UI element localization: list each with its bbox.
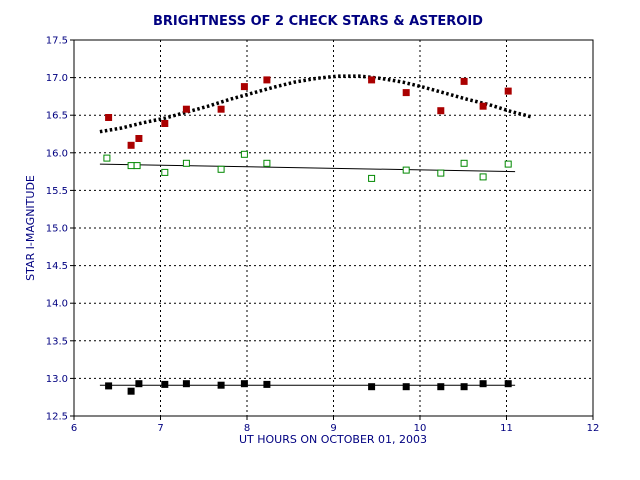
fit-lines xyxy=(99,74,532,386)
series-2-point xyxy=(182,159,190,167)
grid xyxy=(74,40,593,416)
series-2-point xyxy=(263,159,271,167)
x-tick-label: 7 xyxy=(157,423,163,434)
series-1-point xyxy=(437,107,445,115)
series-1-point xyxy=(217,105,225,113)
y-tick-label: 13.5 xyxy=(46,336,68,347)
series-3-point xyxy=(182,380,190,388)
x-tick-label: 8 xyxy=(244,423,250,434)
series-2-point xyxy=(504,160,512,168)
series-3-point xyxy=(105,382,113,390)
series-1-point xyxy=(135,135,143,142)
y-tick-label: 16.0 xyxy=(46,148,68,159)
x-tick-label: 6 xyxy=(71,423,77,434)
series-1-point xyxy=(127,141,135,149)
series-3-point xyxy=(504,380,512,388)
y-tick-label: 12.5 xyxy=(46,412,68,423)
series-1-point xyxy=(402,89,410,97)
fit-line-2 xyxy=(99,163,516,173)
y-tick-label: 15.0 xyxy=(46,224,68,235)
y-tick-label: 17.5 xyxy=(46,36,68,47)
series-1-point xyxy=(182,105,190,113)
series-3-point xyxy=(135,380,143,388)
y-tick-label: 16.5 xyxy=(46,111,68,122)
series-2-point xyxy=(240,150,248,158)
series-2-point xyxy=(217,165,225,173)
series-3-point xyxy=(217,381,225,389)
series-3-point xyxy=(368,383,376,391)
series-3-point xyxy=(460,383,468,391)
series-3-point xyxy=(402,383,410,391)
chart-title: BRIGHTNESS OF 2 CHECK STARS & ASTEROID xyxy=(153,14,483,29)
x-tick-label: 9 xyxy=(330,423,336,434)
series-3-point xyxy=(437,383,445,391)
y-tick-label: 17.0 xyxy=(46,73,68,84)
y-tick-label: 14.5 xyxy=(46,261,68,272)
series-1-point xyxy=(105,114,113,121)
series-2-point xyxy=(127,162,135,170)
series-2-point xyxy=(460,159,468,167)
x-axis-label: UT HOURS ON OCTOBER 01, 2003 xyxy=(239,433,427,446)
series-2-point xyxy=(133,162,141,170)
series-3-point xyxy=(161,380,169,388)
y-axis-ticks: 12.5 13.0 13.5 14.0 14.5 15.0 15.5 16.0 16.5 17.0… xyxy=(46,36,74,423)
series-1-point xyxy=(161,120,169,127)
series-1-point xyxy=(263,76,271,84)
series-1-point xyxy=(240,83,248,91)
y-axis-label: STAR I-MAGNITUDE xyxy=(24,175,37,281)
data-points xyxy=(103,76,512,395)
series-2-point xyxy=(161,168,169,176)
series-3-point xyxy=(240,380,248,388)
series-1-point xyxy=(479,102,487,110)
series-1-point xyxy=(460,77,468,85)
y-tick-label: 13.0 xyxy=(46,374,68,385)
series-2-point xyxy=(437,169,445,177)
y-tick-label: 14.0 xyxy=(46,299,68,310)
series-2-point xyxy=(479,173,487,181)
x-tick-label: 11 xyxy=(500,423,513,434)
series-2-point xyxy=(368,174,376,182)
series-1-point xyxy=(368,76,376,84)
series-3-point xyxy=(479,380,487,388)
x-tick-label: 10 xyxy=(414,423,427,434)
series-2-point xyxy=(402,166,410,174)
x-axis-ticks: 6 7 8 9 10 11 12 xyxy=(71,416,600,434)
series-3-point xyxy=(263,380,271,388)
x-tick-label: 12 xyxy=(587,423,600,434)
series-1-point xyxy=(504,87,512,95)
series-3-point xyxy=(127,387,135,395)
y-tick-label: 15.5 xyxy=(46,186,68,197)
series-2-point xyxy=(103,154,111,162)
